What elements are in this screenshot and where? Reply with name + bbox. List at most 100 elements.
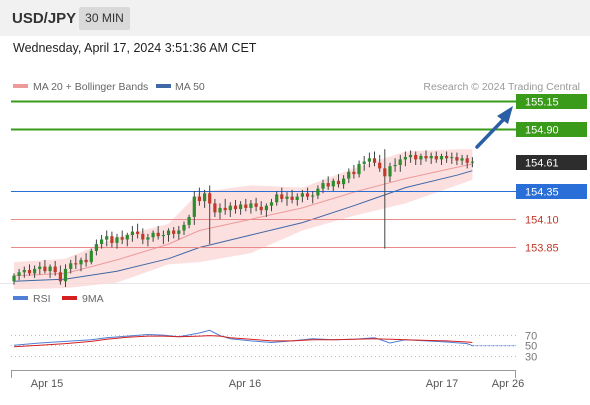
rsi-line xyxy=(13,329,473,347)
rsi-tick-70: 70 xyxy=(525,331,537,343)
candle-body xyxy=(331,180,335,187)
candle-body xyxy=(403,157,407,160)
candle-body xyxy=(192,196,196,217)
candle-body xyxy=(161,235,165,237)
candle-body xyxy=(275,194,279,203)
candle-body xyxy=(146,237,150,240)
level-label-154.90: 154.90 xyxy=(525,125,559,137)
level-tag-154.35 xyxy=(516,184,587,199)
candle-body xyxy=(156,232,160,237)
candle-body xyxy=(295,196,299,200)
candle-body xyxy=(249,203,253,208)
candle-body xyxy=(136,231,140,234)
candle-body xyxy=(367,158,371,162)
candle-body xyxy=(264,205,268,211)
candle-body xyxy=(305,193,310,197)
candle-body xyxy=(233,205,238,210)
candle-body xyxy=(470,161,474,163)
candle-body xyxy=(455,157,459,161)
rsi-9ma-line xyxy=(13,335,473,348)
forecast-arrow-head xyxy=(497,106,513,124)
candle-body xyxy=(213,203,217,213)
x-tick-label: Apr 15 xyxy=(31,378,63,390)
candle-body xyxy=(450,157,454,159)
candle-body xyxy=(100,239,104,244)
legend-9ma-swatch xyxy=(62,296,77,300)
candle-body xyxy=(12,275,16,282)
price-level-labels: 155.15 154.90 154.61 154.35 154.10 153.85 xyxy=(516,94,587,255)
candle-body xyxy=(33,268,37,274)
header-bar: USD/JPY 30 MIN xyxy=(0,0,590,36)
candle-body xyxy=(74,263,78,265)
candle-body xyxy=(357,163,361,175)
legend-ma50-label: MA 50 xyxy=(175,81,205,93)
candle-body xyxy=(316,188,320,196)
legend-rsi-swatch xyxy=(13,296,28,300)
candle-body xyxy=(342,178,346,185)
rsi-tick-30: 30 xyxy=(525,352,537,364)
candle-body xyxy=(110,236,114,243)
legend-rsi-label: RSI xyxy=(33,293,51,305)
candle-body xyxy=(208,193,212,204)
candle-body xyxy=(336,180,341,185)
candle-body xyxy=(311,195,315,197)
level-label-155.15: 155.15 xyxy=(525,97,559,109)
candle-body xyxy=(352,171,356,175)
legend-bb-swatch xyxy=(13,84,28,88)
candle-body xyxy=(166,230,171,235)
candle-body xyxy=(362,161,366,164)
symbol-title: USD/JPY xyxy=(12,10,77,27)
candle-body xyxy=(22,270,26,273)
price-chart-svg: MA 20 + Bollinger Bands MA 50 Research ©… xyxy=(0,81,590,390)
candle-body xyxy=(120,237,124,240)
level-label-154.61: 154.61 xyxy=(525,158,559,170)
candle-body xyxy=(259,206,263,211)
candle-body xyxy=(393,165,397,167)
candle-body xyxy=(27,270,32,274)
level-tag-154.90 xyxy=(516,122,587,137)
legend-ma50-swatch xyxy=(156,84,171,88)
legend-bb-label: MA 20 + Bollinger Bands xyxy=(33,81,148,93)
candle-body xyxy=(17,272,21,276)
candle-body xyxy=(48,266,52,272)
candle-body xyxy=(372,158,377,163)
candle-body xyxy=(79,259,83,265)
x-tick-label: Apr 17 xyxy=(426,378,458,390)
candle-body xyxy=(84,259,88,263)
candle-body xyxy=(223,207,227,211)
x-axis-labels: Apr 15 Apr 16 Apr 17 Apr 26 xyxy=(31,378,524,390)
interval-button[interactable]: 30 MIN xyxy=(79,7,130,30)
level-tag-155.15 xyxy=(516,94,587,109)
candle-body xyxy=(38,266,42,269)
candle-body xyxy=(197,196,201,202)
candle-body xyxy=(383,168,387,177)
candle-body xyxy=(187,217,191,225)
candle-body xyxy=(434,156,438,160)
candle-body xyxy=(89,250,93,263)
rsi-tick-50: 50 xyxy=(525,341,537,353)
candle-body xyxy=(105,236,109,240)
candle-body xyxy=(239,204,243,209)
forecast-arrow-shaft xyxy=(475,118,505,149)
candle-body xyxy=(465,158,469,163)
candle-body xyxy=(254,203,258,207)
candle-body xyxy=(182,224,186,231)
candle-body xyxy=(398,159,402,165)
candle-body xyxy=(69,263,73,269)
candle-body xyxy=(228,205,232,211)
candle-body xyxy=(408,154,413,158)
candle-body xyxy=(130,231,134,235)
candle-body xyxy=(53,266,57,273)
candle-body xyxy=(63,268,68,282)
level-label-154.35: 154.35 xyxy=(525,187,559,199)
candle-body xyxy=(300,193,304,197)
candle-body xyxy=(269,202,274,206)
level-tag-154.61 xyxy=(516,155,587,170)
candle-body xyxy=(172,230,176,234)
candle-body xyxy=(460,158,464,161)
candle-body xyxy=(58,272,62,282)
candle-body xyxy=(388,166,392,177)
candle-body xyxy=(347,171,351,179)
x-tick-label: Apr 16 xyxy=(229,378,261,390)
timestamp: Wednesday, April 17, 2024 3:51:36 AM CET xyxy=(13,41,257,55)
